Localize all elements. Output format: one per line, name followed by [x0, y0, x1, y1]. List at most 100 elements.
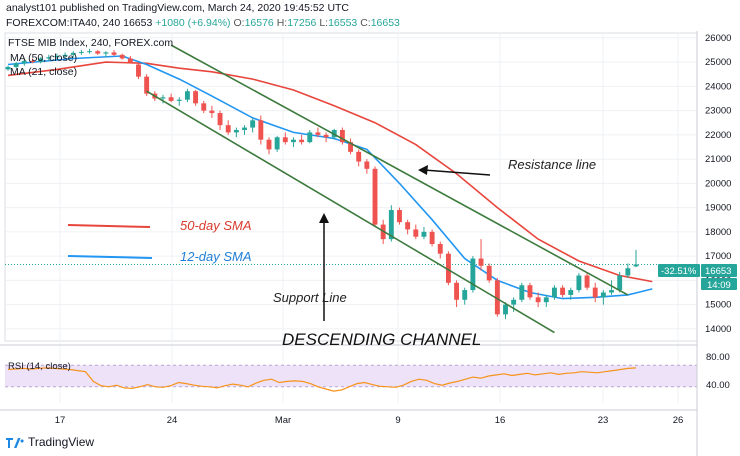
price-tick-label: 23000 — [705, 106, 731, 117]
candle-body — [429, 231, 435, 244]
price-tick-label: 19000 — [705, 203, 731, 214]
sma50-annotation: 50-day SMA — [180, 218, 252, 233]
candle-body — [576, 275, 582, 291]
channel-title: DESCENDING CHANNEL — [282, 330, 481, 349]
candle-body — [54, 56, 60, 58]
candle-body — [356, 151, 362, 162]
candle-body — [111, 52, 117, 55]
candle-body — [445, 253, 451, 283]
candle-body — [413, 229, 419, 237]
candle-body — [87, 51, 93, 53]
candle-body — [103, 52, 109, 54]
price-chart[interactable]: 1400015000160001700018000190002000021000… — [0, 31, 740, 456]
chart-grid — [4, 32, 698, 403]
time-tick-label: 17 — [55, 415, 66, 426]
moving-averages — [7, 55, 653, 300]
candle-body — [176, 99, 182, 101]
legend-title: FTSE MIB Index, 240, FOREX.com — [8, 37, 173, 49]
resistance-arrow — [423, 169, 491, 176]
last-price: 16653 — [123, 17, 153, 29]
price-tick-label: 26000 — [705, 33, 731, 44]
price-tick-label: 18000 — [705, 227, 731, 238]
price-axis: 1400015000160001700018000190002000021000… — [696, 31, 731, 456]
time-tick-label: 16 — [495, 415, 506, 426]
price-tick-label: 24000 — [705, 81, 731, 92]
sma12-legend-line — [67, 255, 153, 259]
sma12-annotation: 12-day SMA — [180, 249, 252, 264]
candle-body — [372, 168, 378, 225]
candle-body — [437, 243, 443, 254]
candle-body — [560, 287, 566, 295]
candle-body — [486, 265, 492, 281]
candle-body — [160, 97, 166, 99]
last-price-tag: 16653 — [701, 264, 737, 277]
rsi-tick-40: 40.00 — [706, 380, 730, 391]
candle-body — [184, 91, 190, 100]
candle-body — [217, 113, 223, 126]
rsi-tick-80: 80.00 — [706, 352, 730, 363]
support-arrowhead — [319, 213, 329, 223]
candle-body — [568, 290, 574, 295]
candle-body — [78, 51, 84, 53]
candle-body — [323, 134, 329, 138]
candle-body — [282, 137, 288, 143]
candle-body — [299, 139, 305, 143]
symbol: FOREXCOM:ITA40, 240 — [6, 17, 121, 29]
candle-body — [609, 290, 614, 293]
price-tick-label: 22000 — [705, 130, 731, 141]
candle-body — [511, 299, 517, 305]
high-label: H: — [276, 17, 288, 29]
high-value: 17256 — [287, 17, 317, 29]
sma21-line — [7, 55, 653, 300]
tradingview-logo[interactable]: TradingView — [6, 435, 94, 449]
candle-body — [38, 58, 44, 63]
candle-body — [625, 268, 631, 276]
candle-body — [30, 60, 35, 63]
candle-body — [5, 66, 11, 70]
candle-body — [503, 304, 508, 315]
rsi-panel — [0, 344, 697, 392]
candle-body — [168, 97, 174, 101]
candle-body — [291, 139, 296, 143]
timer-tag-text: 14:09 — [707, 280, 731, 291]
candle-body — [274, 137, 280, 150]
time-tick-label: 24 — [167, 415, 178, 426]
candle-body — [535, 297, 541, 303]
pct-tag: -32.51% — [658, 264, 700, 277]
publish-info: analyst101 published on TradingView.com,… — [6, 2, 350, 14]
resistance-line — [170, 44, 629, 296]
candle-body — [454, 282, 460, 300]
rsi-band — [5, 365, 697, 387]
candle-body — [421, 231, 427, 237]
candle-body — [633, 264, 639, 267]
price-tick-label: 15000 — [705, 300, 731, 311]
candle-body — [46, 57, 52, 59]
plot-frame — [4, 32, 698, 342]
candle-body — [127, 58, 133, 63]
candle-body — [209, 110, 215, 114]
candle-body — [584, 275, 590, 288]
candle-body — [388, 210, 394, 240]
candle-body — [397, 210, 402, 223]
candle-body — [13, 63, 19, 67]
candle-body — [364, 161, 370, 169]
price-tick-label: 17000 — [705, 251, 731, 262]
candle-body — [119, 54, 125, 59]
legend-ma21: MA (21, close) — [10, 66, 77, 78]
last-price-tag-text: 16653 — [705, 266, 731, 277]
open-value: 16576 — [244, 17, 274, 29]
price-tick-label: 14000 — [705, 324, 731, 335]
candle-body — [21, 60, 27, 64]
time-tick-label: 26 — [673, 415, 684, 426]
price-change: +1080 (+6.94%) — [155, 17, 231, 29]
candle-body — [144, 76, 150, 94]
price-tick-label: 20000 — [705, 178, 731, 189]
sma50-legend-line — [67, 224, 151, 228]
resistance-arrowhead — [418, 165, 428, 175]
candle-body — [250, 120, 256, 128]
candle-body — [315, 132, 321, 135]
symbol-ohlc: FOREXCOM:ITA40, 240 16653 +1080 (+6.94%)… — [6, 17, 400, 29]
candle-body — [543, 297, 549, 303]
candle-body — [95, 51, 101, 54]
candle-body — [258, 120, 264, 140]
